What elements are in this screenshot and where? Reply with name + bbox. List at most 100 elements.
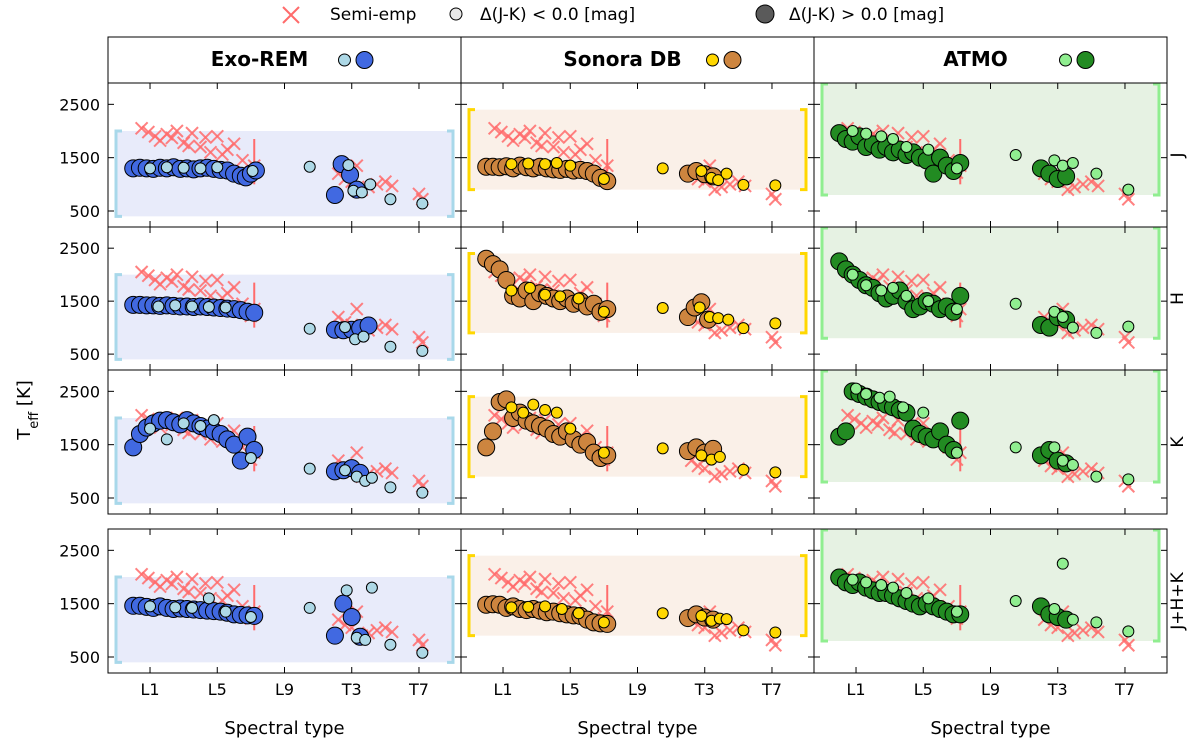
- semi-emp-point: [1076, 177, 1090, 192]
- model-point-small: [1090, 326, 1103, 339]
- semi-emp-point: [580, 583, 594, 597]
- model-point-small: [656, 162, 669, 175]
- semi-emp-point: [181, 282, 196, 297]
- y-tick-label: 1500: [59, 149, 100, 168]
- semi-emp-point: [933, 583, 947, 597]
- semi-emp-point: [523, 124, 537, 138]
- model-point-large: [951, 411, 970, 430]
- x-axis-label: Spectral type: [930, 718, 1050, 739]
- model-point-small: [722, 313, 735, 326]
- model-point-small: [303, 462, 316, 475]
- model-point-small: [917, 406, 930, 419]
- semi-emp-point: [876, 411, 890, 425]
- model-point-small: [505, 158, 518, 171]
- model-point-small: [522, 157, 535, 170]
- model-point-small: [1056, 454, 1069, 467]
- model-point-large: [924, 164, 943, 183]
- model-point-small: [207, 414, 220, 427]
- model-point-small: [517, 406, 530, 419]
- x-axis-label: Spectral type: [224, 718, 344, 739]
- valid-range-shade: [469, 555, 806, 636]
- header-small-marker: [706, 53, 719, 67]
- model-point-small: [572, 292, 585, 305]
- model-point-small: [177, 417, 190, 430]
- range-bracket-left: [467, 251, 475, 335]
- model-point-small: [1090, 616, 1103, 629]
- semi-emp-point: [170, 570, 184, 584]
- x-tick-label: T7: [761, 680, 782, 699]
- range-bracket-left: [820, 529, 828, 643]
- model-point-small: [539, 288, 552, 301]
- model-title: Exo-REM: [211, 47, 309, 71]
- model-point-small: [950, 446, 963, 459]
- model-point-small: [883, 390, 896, 403]
- semi-emp-point: [134, 265, 149, 279]
- semi-emp-point: [933, 280, 947, 295]
- semi-emp-point: [1091, 179, 1105, 193]
- model-point-small: [384, 193, 397, 206]
- model-point-small: [194, 162, 207, 175]
- semi-emp-point: [181, 139, 196, 153]
- model-point-small: [1009, 441, 1022, 454]
- model-point-small: [597, 173, 610, 185]
- header-small-marker: [1059, 53, 1072, 67]
- model-point-small: [539, 404, 552, 416]
- semi-emp-point: [876, 267, 890, 282]
- model-point-small: [769, 179, 782, 192]
- model-point-small: [950, 162, 963, 175]
- valid-range-shade: [822, 370, 1159, 482]
- panel: [114, 265, 455, 361]
- semi-emp-point: [556, 591, 571, 606]
- semi-emp-point: [378, 461, 393, 476]
- semi-emp-point: [1076, 320, 1090, 335]
- x-tick-label: T3: [1047, 680, 1068, 699]
- model-point-small: [555, 603, 568, 615]
- model-point-large: [325, 626, 344, 645]
- legend: Semi-emp Δ(J-K) < 0.0 [mag] Δ(J-K) > 0.0…: [282, 4, 944, 25]
- range-bracket-right: [447, 416, 455, 505]
- semi-emp-point: [523, 267, 537, 282]
- semi-emp-point: [210, 273, 224, 287]
- semi-emp-point: [580, 280, 594, 295]
- model-point-small: [693, 301, 706, 314]
- range-bracket-left: [820, 227, 828, 340]
- model-point-small: [550, 406, 563, 419]
- model-point-small: [846, 573, 859, 586]
- semi-emp-point: [1121, 192, 1136, 206]
- semi-emp-point: [378, 174, 393, 189]
- model-point-small: [564, 422, 577, 435]
- legend-label-dj-k-positive: Δ(J-K) > 0.0 [mag]: [789, 5, 944, 25]
- model-point-small: [246, 165, 259, 177]
- range-bracket-left: [114, 273, 122, 361]
- band-label: H: [1168, 292, 1188, 305]
- model-point-small: [695, 609, 708, 622]
- semi-emp-point: [385, 466, 399, 480]
- semi-emp-point: [723, 177, 737, 192]
- y-tick-label: 500: [69, 648, 100, 667]
- model-point-small: [160, 161, 173, 174]
- semi-emp-point: [198, 274, 213, 288]
- semi-emp-point: [768, 335, 783, 350]
- model-point-large: [325, 186, 344, 204]
- model-title: Sonora DB: [563, 47, 681, 71]
- model-point-small: [850, 382, 863, 395]
- x-tick-label: T7: [408, 680, 429, 699]
- model-point-small: [169, 299, 182, 312]
- semi-emp-point: [385, 322, 399, 336]
- model-point-small: [712, 312, 725, 325]
- semi-emp-point: [198, 576, 213, 591]
- semi-emp-point: [193, 283, 208, 298]
- semi-emp-point: [378, 620, 393, 635]
- semi-emp-point: [185, 270, 199, 284]
- model-point-small: [860, 279, 873, 292]
- model-point-small: [339, 321, 352, 334]
- panel: [467, 108, 808, 206]
- semi-emp-point: [165, 577, 179, 591]
- model-point-small: [695, 449, 708, 462]
- y-tick-label: 1500: [59, 595, 100, 614]
- semi-emp-point: [141, 571, 156, 585]
- x-tick-label: L1: [140, 680, 159, 699]
- model-point-small: [194, 420, 207, 432]
- model-point-small: [656, 302, 669, 315]
- semi-emp-point: [487, 408, 502, 423]
